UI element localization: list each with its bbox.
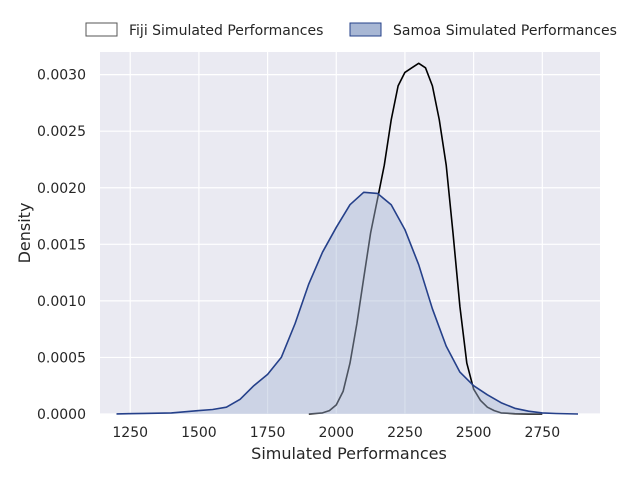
- x-tick-label: 2250: [387, 425, 423, 441]
- plot-area: [100, 52, 600, 414]
- legend-swatch: [85, 22, 118, 37]
- y-axis-ticks: 0.0000 0.0005 0.0010 0.0015 0.0020 0.0025 0.00…: [37, 68, 86, 423]
- x-axis-ticks: 1250 1500 1750 2000 2250 2500 2750: [112, 425, 560, 441]
- y-tick-label: 0.0020: [37, 181, 86, 197]
- x-tick-label: 2750: [524, 425, 560, 441]
- samoa-density-line: [116, 191, 579, 415]
- series-layer: [116, 62, 579, 415]
- y-tick-label: 0.0025: [37, 124, 86, 140]
- y-tick-label: 0.0000: [37, 407, 86, 423]
- x-tick-label: 1750: [250, 425, 286, 441]
- y-tick-label: 0.0030: [37, 68, 86, 84]
- y-axis-label: Density: [15, 203, 34, 264]
- samoa-density-fill: [116, 192, 578, 414]
- fiji-density-line: [308, 62, 543, 415]
- legend: Fiji Simulated Performances Samoa Simulat…: [85, 22, 617, 39]
- legend-label: Fiji Simulated Performances: [129, 23, 323, 39]
- x-tick-label: 2000: [318, 425, 354, 441]
- grid-lines: [100, 52, 600, 415]
- legend-label: Samoa Simulated Performances: [393, 23, 617, 39]
- x-tick-label: 2500: [456, 425, 492, 441]
- y-tick-label: 0.0010: [37, 294, 86, 310]
- x-tick-label: 1250: [112, 425, 148, 441]
- x-axis-label: Simulated Performances: [251, 444, 447, 463]
- y-tick-label: 0.0005: [37, 350, 86, 366]
- legend-swatch: [349, 22, 382, 37]
- y-tick-label: 0.0015: [37, 237, 86, 253]
- x-tick-label: 1500: [181, 425, 217, 441]
